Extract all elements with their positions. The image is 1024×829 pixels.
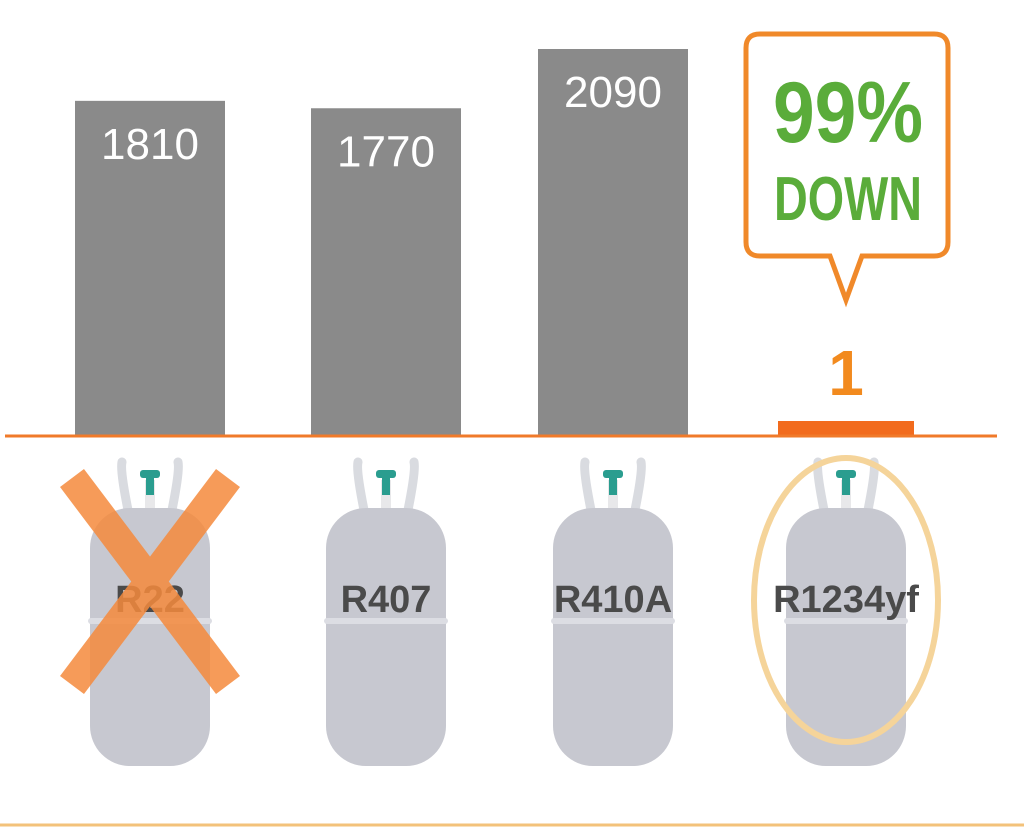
value-label-r410a: 2090 <box>564 68 662 117</box>
cylinder-body <box>90 508 210 766</box>
bar-r1234yf <box>778 421 914 436</box>
cylinder-body <box>786 508 906 766</box>
cylinder-r407: R407 <box>324 457 448 766</box>
bar-r407 <box>311 108 461 436</box>
bar-r410a <box>538 49 688 436</box>
cylinder-r410a: R410A <box>551 457 675 766</box>
valve-stem-top <box>609 475 617 495</box>
callout-bubble: 99% DOWN <box>743 31 951 308</box>
value-label-r22: 1810 <box>101 120 199 169</box>
callout-percent: 99% <box>773 65 923 161</box>
valve-stem-top <box>382 475 390 495</box>
valve-icon <box>603 470 623 478</box>
cylinder-handle-icon <box>580 457 646 515</box>
valve-icon <box>140 470 160 478</box>
cylinder-r1234yf: R1234yf <box>751 455 941 766</box>
cylinder-body <box>326 508 446 766</box>
cylinder-handle-icon <box>117 457 183 515</box>
value-label-r1234yf: 1 <box>828 337 864 409</box>
cylinder-handle-icon <box>353 457 419 515</box>
highlight-ring <box>751 455 941 745</box>
cross-out-icon <box>60 468 240 695</box>
cylinder-label: R1234yf <box>773 579 919 621</box>
cylinder-seam <box>324 618 448 624</box>
valve-stem-top <box>842 475 850 495</box>
valve-stem-top <box>146 475 154 495</box>
valve-icon <box>836 470 856 478</box>
cylinder-body <box>553 508 673 766</box>
cylinder-label: R407 <box>341 579 432 621</box>
callout-down: DOWN <box>774 165 922 234</box>
valve-icon <box>376 470 396 478</box>
cylinder-r22: R22 <box>60 457 240 766</box>
cylinder-label: R410A <box>554 579 672 621</box>
cylinder-seam <box>784 618 908 624</box>
bar-r22 <box>75 100 225 436</box>
callout-border <box>743 31 951 308</box>
cylinder-seam <box>551 618 675 624</box>
value-label-r407: 1770 <box>337 127 435 176</box>
